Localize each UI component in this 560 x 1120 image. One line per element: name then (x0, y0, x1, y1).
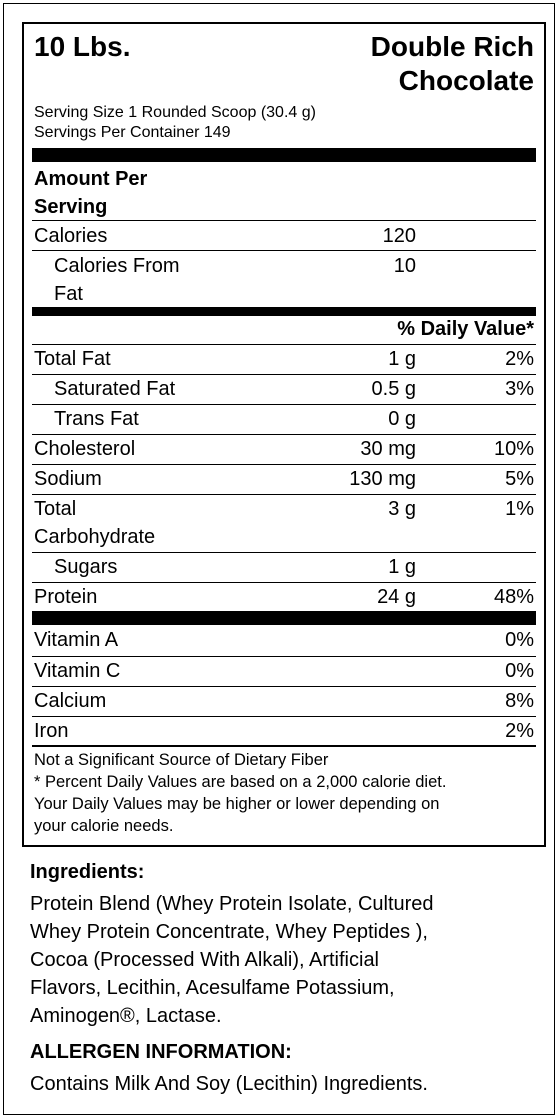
thick-divider (32, 611, 536, 625)
divider (32, 250, 536, 251)
nutrient-row-total-carbohydrate: Total Carbohydrate 3 g 1% (34, 495, 534, 551)
vitamin-daily-value: 0% (505, 660, 534, 682)
nutrient-daily-value: 3% (505, 378, 534, 400)
serving-info: Serving Size 1 Rounded Scoop (30.4 g) Se… (34, 103, 316, 143)
divider (32, 582, 536, 583)
calories-from-fat-label-line-2: Fat (54, 283, 83, 305)
ingredients-line: Aminogen®, Lactase. (30, 1005, 222, 1027)
footnote-line: * Percent Daily Values are based on a 2,… (34, 773, 447, 791)
ingredients-line: Whey Protein Concentrate, Whey Peptides … (30, 921, 428, 943)
nutrition-facts-panel: 10 Lbs. Double Rich Chocolate Serving Si… (22, 22, 546, 847)
flavor-line-1: Double Rich (370, 31, 534, 62)
vitamin-label: Vitamin A (34, 629, 119, 651)
nutrient-daily-value: 1% (505, 498, 534, 520)
divider (32, 494, 536, 495)
serving-size: Serving Size 1 Rounded Scoop (30.4 g) (34, 104, 316, 121)
nutrient-label: Protein (34, 586, 98, 608)
nutrient-daily-value: 5% (505, 468, 534, 490)
thick-divider (32, 148, 536, 162)
nutrient-label: Trans Fat (54, 408, 139, 430)
divider (32, 716, 536, 717)
ingredients-line: Cocoa (Processed With Alkali), Artificia… (30, 949, 380, 971)
nutrient-amount: 24 g (377, 586, 416, 608)
daily-value-header-text: % Daily Value* (397, 318, 534, 340)
nutrient-label-line-2: Carbohydrate (34, 526, 156, 548)
nutrient-daily-value: 10% (493, 438, 534, 460)
divider (32, 220, 536, 221)
divider (32, 404, 536, 405)
divider (32, 552, 536, 553)
amount-per-serving-heading: Amount Per Serving (34, 165, 147, 221)
nutrient-label: Cholesterol (34, 438, 136, 460)
label-panel: 10 Lbs. Double Rich Chocolate Serving Si… (3, 3, 555, 1115)
product-flavor: Double Rich Chocolate (274, 30, 534, 98)
amount-per-serving-line-2: Serving (34, 196, 108, 218)
nutrient-amount: 3 g (388, 498, 416, 520)
calories-label: Calories (34, 225, 108, 247)
calories-from-fat-row: Calories From Fat 10 (34, 252, 534, 308)
vitamin-daily-value: 0% (505, 629, 534, 651)
divider (32, 464, 536, 465)
ingredients-title: Ingredients: (30, 861, 145, 883)
nutrient-amount: 0.5 g (371, 378, 416, 400)
nutrient-label: Saturated Fat (54, 378, 176, 400)
vitamin-daily-value: 8% (505, 690, 534, 712)
nutrient-daily-value: 48% (493, 586, 534, 608)
nutrient-amount: 0 g (388, 408, 416, 430)
footnote-line: Not a Significant Source of Dietary Fibe… (34, 751, 329, 769)
calories-from-fat-value: 10 (393, 255, 416, 277)
footnote-line: Your Daily Values may be higher or lower… (34, 795, 440, 813)
nutrient-daily-value: 2% (505, 348, 534, 370)
vitamin-label: Vitamin C (34, 660, 121, 682)
nutrient-label: Total Fat (34, 348, 111, 370)
product-size: 10 Lbs. (34, 31, 131, 62)
allergen-title: ALLERGEN INFORMATION: (30, 1041, 292, 1063)
nutrient-amount: 30 mg (360, 438, 416, 460)
vitamin-label: Calcium (34, 690, 107, 712)
nutrient-label: Sodium (34, 468, 102, 490)
nutrient-label: Sugars (54, 556, 118, 578)
ingredients-line: Flavors, Lecithin, Acesulfame Potassium, (30, 977, 395, 999)
ingredients-text: Protein Blend (Whey Protein Isolate, Cul… (30, 890, 535, 1030)
ingredients-line: Protein Blend (Whey Protein Isolate, Cul… (30, 893, 434, 915)
amount-per-serving-line-1: Amount Per (34, 168, 148, 190)
divider (32, 344, 536, 345)
calories-from-fat-label-line-1: Calories From (54, 255, 180, 277)
divider (32, 656, 536, 657)
footnotes: Not a Significant Source of Dietary Fibe… (34, 749, 544, 837)
medium-divider (32, 307, 536, 316)
divider (32, 434, 536, 435)
vitamin-label: Iron (34, 720, 69, 742)
nutrient-amount: 1 g (388, 348, 416, 370)
calories-value: 120 (382, 225, 416, 247)
allergen-text: Contains Milk And Soy (Lecithin) Ingredi… (30, 1073, 428, 1095)
nutrient-amount: 130 mg (349, 468, 416, 490)
servings-per-container: Servings Per Container 149 (34, 124, 231, 141)
divider (32, 745, 536, 747)
nutrient-amount: 1 g (388, 556, 416, 578)
footnote-line: your calorie needs. (34, 817, 174, 835)
divider (32, 374, 536, 375)
divider (32, 686, 536, 687)
vitamin-daily-value: 2% (505, 720, 534, 742)
nutrient-label-line-1: Total (34, 498, 77, 520)
flavor-line-2: Chocolate (398, 65, 534, 96)
calories-from-fat-label: Calories From Fat (54, 252, 180, 308)
nutrient-label: Total Carbohydrate (34, 495, 155, 551)
